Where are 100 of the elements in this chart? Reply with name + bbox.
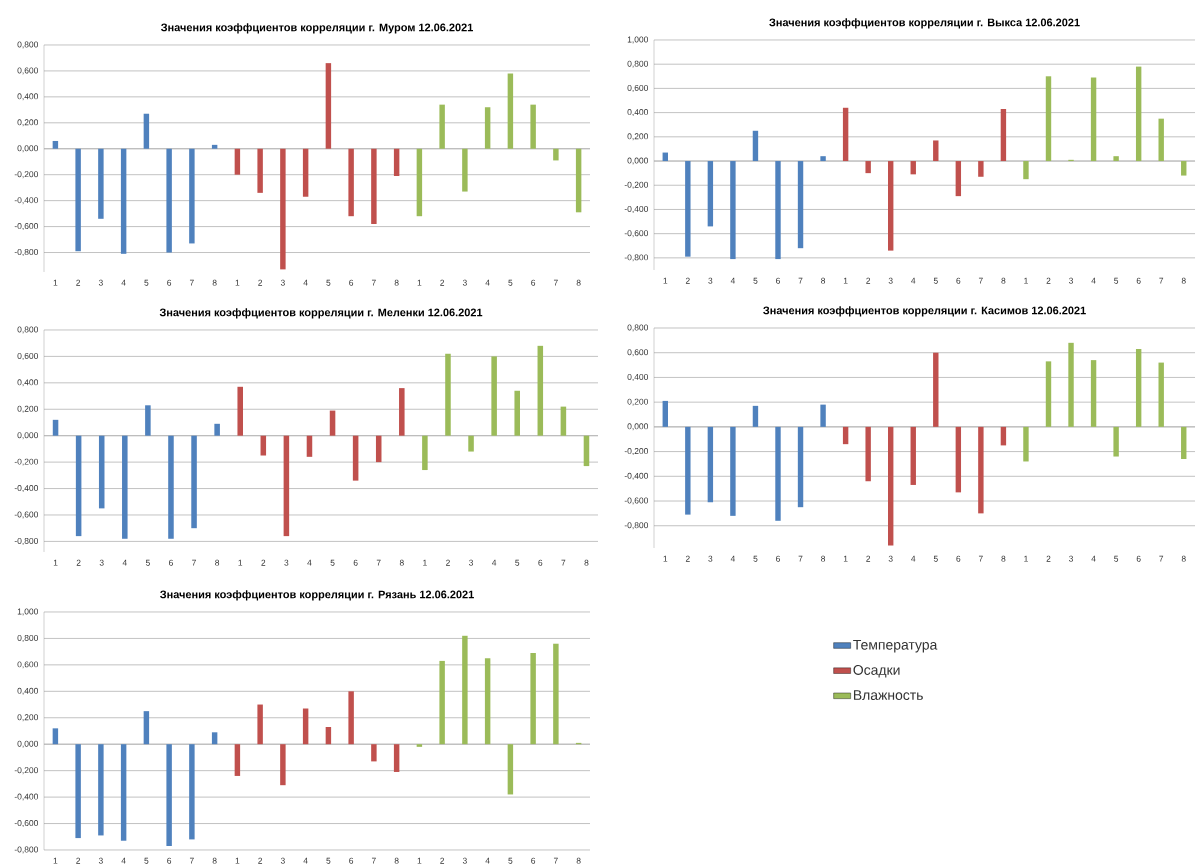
bar	[560, 406, 567, 436]
x-tick-label: 6	[1136, 277, 1141, 284]
x-tick-label: 8	[821, 277, 826, 284]
x-tick-label: 8	[584, 559, 589, 566]
bar	[797, 161, 804, 249]
x-tick-label: 2	[261, 559, 266, 566]
x-tick-label: 5	[330, 559, 335, 566]
y-tick-label: 0,200	[17, 405, 39, 413]
y-tick-label: 0,400	[17, 379, 39, 387]
y-tick-label: -0,400	[14, 485, 39, 493]
bar	[820, 156, 826, 162]
bar	[439, 104, 445, 149]
x-tick-label: 3	[98, 279, 103, 286]
bar	[462, 635, 468, 745]
y-tick-label: 0,800	[17, 634, 39, 642]
x-tick-label: 2	[258, 857, 263, 864]
x-tick-label: 6	[167, 279, 172, 286]
x-tick-label: 5	[1114, 555, 1119, 562]
bar	[445, 353, 451, 436]
x-tick-label: 1	[663, 555, 668, 562]
x-tick-label: 3	[462, 279, 467, 286]
bar	[1045, 361, 1052, 427]
x-tick-label: 2	[866, 277, 871, 284]
y-tick-label: 0,600	[17, 661, 39, 669]
x-tick-label: 4	[491, 559, 497, 566]
y-tick-label: -0,400	[14, 793, 39, 801]
bar	[1113, 156, 1119, 162]
bar	[955, 426, 962, 493]
x-tick-label: 6	[349, 279, 354, 286]
bar	[933, 140, 939, 162]
bar	[257, 704, 263, 745]
x-tick-label: 8	[399, 559, 404, 566]
x-tick-label: 4	[121, 857, 126, 864]
bar	[1090, 77, 1097, 162]
bar	[352, 435, 359, 481]
x-tick-label: 2	[76, 559, 81, 566]
bar	[978, 161, 984, 177]
y-tick-label: -0,600	[14, 820, 39, 828]
bar	[1135, 66, 1142, 162]
bar	[371, 744, 377, 762]
chart-title: Значения коэффциентов корреляции г. Меленки 12.06.2021	[159, 308, 483, 319]
x-tick-label: 5	[326, 857, 331, 864]
bar	[166, 744, 172, 847]
x-tick-label: 6	[353, 559, 358, 566]
bar	[399, 388, 405, 436]
x-tick-label: 2	[685, 277, 690, 284]
x-tick-label: 7	[371, 279, 376, 286]
x-tick-label: 6	[169, 559, 173, 566]
bar	[325, 727, 332, 745]
y-tick-label: 0,200	[627, 398, 649, 406]
y-tick-label: 0,200	[17, 714, 39, 722]
bar	[575, 148, 582, 213]
bar	[168, 435, 174, 539]
x-tick-label: 6	[956, 277, 961, 284]
x-tick-label: 5	[508, 857, 513, 864]
bar	[910, 426, 916, 485]
x-tick-label: 3	[708, 277, 713, 284]
bar	[145, 405, 151, 436]
bar	[842, 426, 849, 445]
bar	[98, 148, 104, 219]
bar	[685, 426, 691, 515]
bar	[191, 435, 197, 529]
x-tick-label: 7	[978, 277, 983, 284]
x-tick-label: 1	[235, 857, 240, 864]
legend-label: Осадки	[853, 665, 900, 678]
x-tick-label: 5	[1114, 277, 1119, 284]
bar	[329, 410, 336, 436]
y-tick-label: 0,800	[17, 41, 39, 49]
y-tick-label: 0,600	[17, 352, 39, 360]
x-tick-label: 3	[280, 279, 285, 286]
bar	[1158, 118, 1164, 162]
x-tick-label: 4	[911, 277, 916, 284]
bar	[211, 732, 218, 745]
x-tick-label: 5	[326, 279, 331, 286]
y-tick-label: -0,400	[624, 472, 649, 480]
x-tick-label: 5	[933, 277, 938, 284]
x-tick-label: 4	[730, 277, 736, 284]
bar	[1158, 362, 1164, 427]
y-tick-label: 0,600	[627, 84, 649, 92]
y-tick-label: -0,800	[14, 537, 39, 545]
x-tick-label: 8	[215, 559, 220, 566]
x-tick-label: 4	[1091, 277, 1096, 284]
x-tick-label: 7	[189, 279, 194, 286]
bar	[302, 708, 309, 745]
x-tick-label: 4	[121, 279, 126, 286]
bar	[775, 161, 781, 260]
x-tick-label: 1	[235, 279, 240, 286]
bar	[234, 744, 241, 776]
bar	[1090, 360, 1097, 427]
bar	[537, 345, 544, 436]
y-tick-label: -0,800	[624, 522, 649, 530]
bar	[422, 435, 428, 471]
x-tick-label: 7	[561, 559, 566, 566]
bar	[888, 161, 894, 251]
x-tick-label: 2	[685, 555, 690, 562]
x-tick-label: 3	[1069, 555, 1074, 562]
x-tick-label: 8	[1181, 277, 1186, 284]
bar	[348, 148, 354, 217]
y-tick-label: 0,000	[627, 157, 649, 165]
y-tick-label: -0,200	[14, 767, 39, 775]
